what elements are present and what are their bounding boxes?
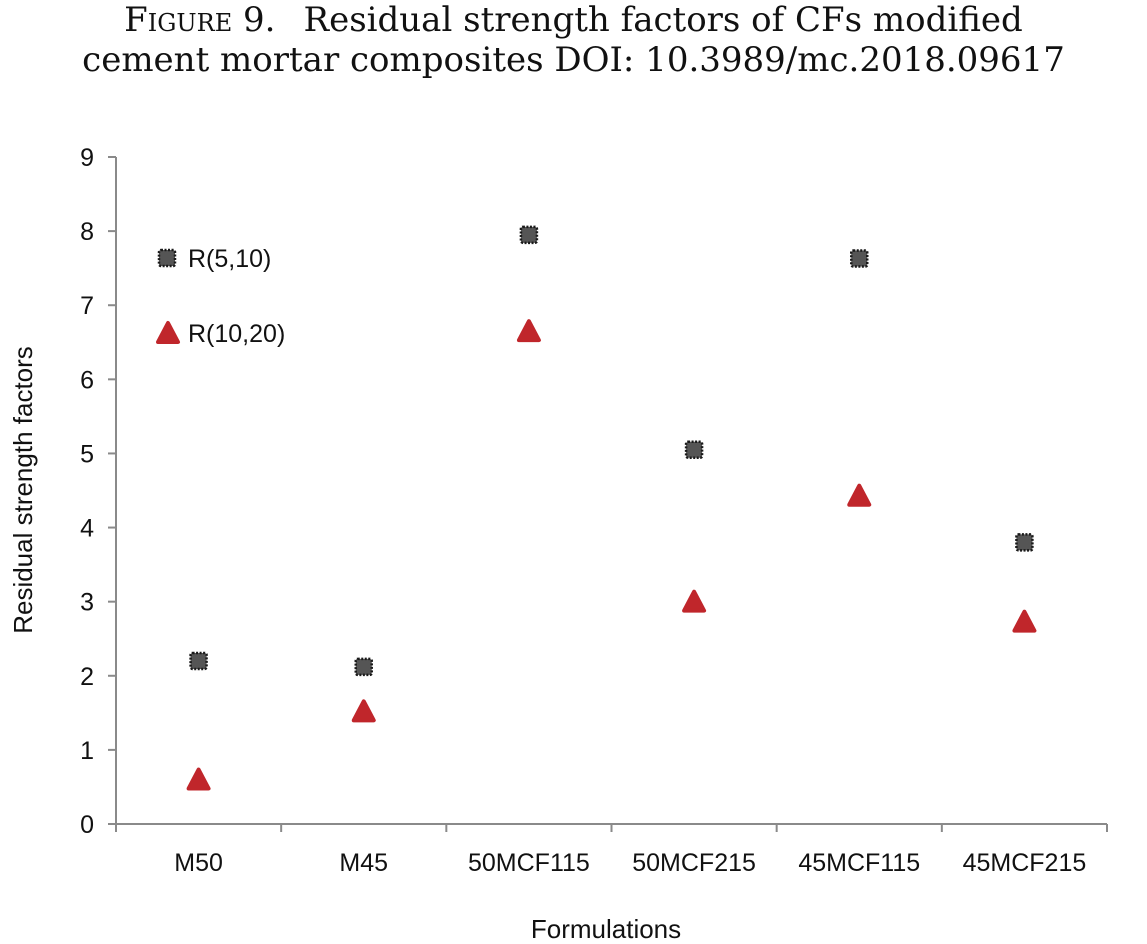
r-10-20-point bbox=[847, 483, 872, 507]
y-tick-label: 9 bbox=[80, 144, 94, 172]
r-10-20-point bbox=[682, 589, 707, 613]
caption-title-part-1: Residual strength factors of CFs modifie… bbox=[303, 0, 1023, 40]
x-tick-label: 45MCF215 bbox=[963, 849, 1087, 877]
x-axis-ticks: M50 M45 50MCF115 50MCF215 45MCF115 45MCF215 bbox=[115, 824, 1108, 877]
y-tick-label: 7 bbox=[80, 292, 94, 320]
y-axis-label: Residual strength factors bbox=[8, 346, 38, 634]
x-tick-label: M50 bbox=[174, 849, 223, 877]
y-tick-label: 6 bbox=[80, 366, 94, 394]
legend-marker-square bbox=[157, 248, 177, 268]
caption-line-1: Figure 9. Residual strength factors of CF… bbox=[0, 0, 1147, 40]
x-axis-label: Formulations bbox=[531, 914, 681, 944]
x-tick-label: M45 bbox=[339, 849, 388, 877]
y-tick-label: 5 bbox=[80, 440, 94, 468]
x-tick-label: 45MCF115 bbox=[798, 849, 920, 877]
r-5-10-point bbox=[189, 651, 208, 671]
data-markers bbox=[186, 225, 1037, 791]
r-5-10-point bbox=[354, 657, 373, 677]
legend-label: R(10,20) bbox=[188, 320, 285, 348]
legend-label: R(5,10) bbox=[188, 245, 271, 273]
caption-line-2: cement mortar composites DOI: 10.3989/mc… bbox=[82, 40, 1065, 80]
y-tick-label: 4 bbox=[80, 515, 94, 543]
y-tick-label: 0 bbox=[80, 811, 94, 839]
r-5-10-point bbox=[850, 249, 869, 268]
y-tick-label: 2 bbox=[80, 663, 94, 691]
r-5-10-point bbox=[684, 440, 704, 459]
legend-marker-triangle bbox=[156, 321, 180, 344]
r-5-10-point bbox=[519, 225, 539, 245]
x-tick-label: 50MCF215 bbox=[632, 849, 756, 877]
r-10-20-point bbox=[1012, 609, 1037, 633]
y-tick-label: 1 bbox=[80, 737, 94, 765]
r-10-20-point bbox=[351, 699, 376, 723]
x-tick-label: 50MCF115 bbox=[468, 849, 590, 877]
r-10-20-point bbox=[186, 767, 211, 791]
r-5-10-point bbox=[1015, 533, 1034, 552]
r-10-20-point bbox=[516, 319, 541, 343]
chart-legend: R(5,10) R(10,20) bbox=[156, 245, 285, 348]
figure-label: Figure 9. bbox=[124, 0, 276, 40]
y-tick-label: 8 bbox=[80, 218, 94, 246]
y-tick-label: 3 bbox=[80, 589, 94, 617]
y-axis-ticks: 0 1 2 3 4 5 6 7 8 9 bbox=[80, 144, 116, 839]
